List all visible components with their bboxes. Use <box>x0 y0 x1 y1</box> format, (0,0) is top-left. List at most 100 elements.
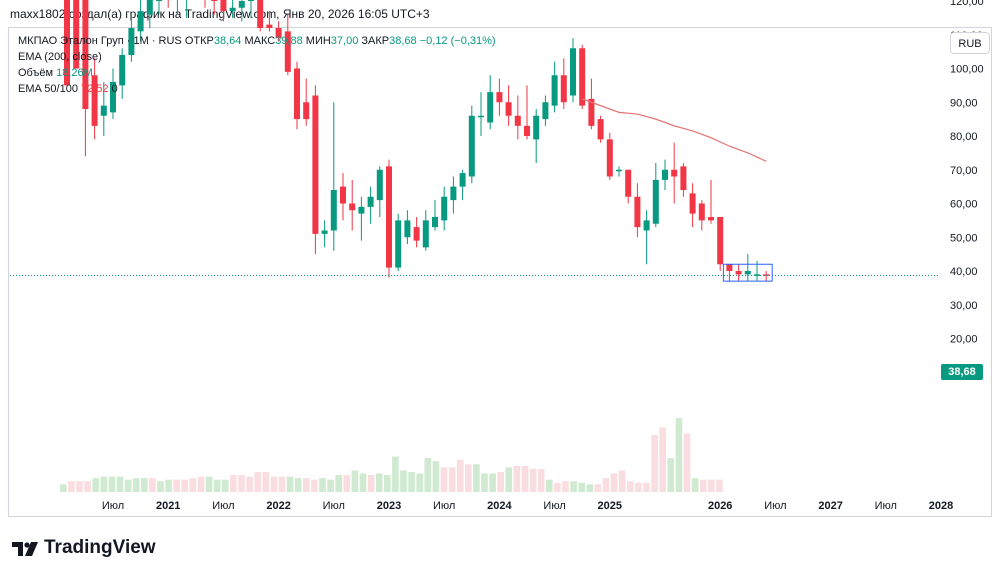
y-tick-label: 30,00 <box>950 300 978 312</box>
currency-button[interactable]: RUB <box>950 32 990 54</box>
volume-bar <box>173 479 180 492</box>
ema50-100-row[interactable]: EMA 50/100 72,52 0 <box>18 81 496 97</box>
candle-body <box>349 203 356 211</box>
x-tick-label: 2025 <box>598 500 622 512</box>
candle-body <box>542 102 549 120</box>
candle-body <box>275 28 282 39</box>
volume-bar <box>610 473 618 492</box>
ema200-row[interactable]: EMA (200, close) <box>18 49 496 65</box>
volume-bar <box>627 481 634 492</box>
tradingview-logo[interactable]: TradingView <box>12 536 156 560</box>
x-tick-label: 2021 <box>156 500 180 512</box>
volume-bar <box>246 476 253 492</box>
candle-body <box>652 179 659 224</box>
volume-bar <box>708 479 715 492</box>
y-tick-label: 120,00 <box>950 0 984 8</box>
symbol-label[interactable]: МКПАО Эталон Груп · 1М · RUS <box>18 35 182 47</box>
volume-bar <box>116 476 124 492</box>
candle-body <box>128 28 135 55</box>
x-tick-label: Июл <box>102 500 124 512</box>
volume-bar <box>675 418 683 492</box>
candle-body <box>367 196 374 207</box>
volume-bar <box>529 468 537 492</box>
candle-body <box>404 220 411 238</box>
candle-body <box>386 166 392 268</box>
volume-bar <box>254 471 261 492</box>
open-label: ОТКР <box>184 35 214 47</box>
close-label: ЗАКР <box>361 35 390 47</box>
chart-frame <box>8 27 992 517</box>
x-tick-label: 2028 <box>929 500 953 512</box>
candle-body <box>689 193 696 214</box>
candle-body <box>82 0 89 109</box>
volume-bar <box>68 481 75 492</box>
volume-bar <box>513 465 521 492</box>
candle-body <box>634 196 641 228</box>
x-tick-label: Июл <box>433 500 455 512</box>
candle-body <box>560 75 567 103</box>
volume-bar <box>554 482 561 492</box>
volume-bar <box>392 456 399 492</box>
candle-body <box>717 217 724 265</box>
tradingview-logo-text: TradingView <box>44 537 156 558</box>
candle-body <box>533 115 540 140</box>
candle-body <box>73 0 80 69</box>
candle-body <box>110 82 116 113</box>
candle-body <box>643 220 650 231</box>
candle-body <box>413 227 420 241</box>
candle-body <box>358 206 365 214</box>
candle-body <box>468 115 475 177</box>
volume-bar <box>213 479 221 492</box>
candle-body <box>505 102 512 116</box>
candle-body <box>680 166 687 190</box>
candle-body <box>284 31 291 72</box>
volume-bar <box>132 478 140 492</box>
high-value: 39,88 <box>275 35 303 47</box>
volume-bar <box>562 481 569 492</box>
volume-bar <box>699 479 707 492</box>
candle-body <box>588 98 595 126</box>
candle-body <box>579 48 586 106</box>
volume-bar <box>618 470 626 492</box>
candle-body <box>330 190 337 231</box>
volume-bar <box>667 458 675 492</box>
candle-body <box>220 0 227 12</box>
volume-bar <box>60 484 67 492</box>
candle-body <box>459 173 466 187</box>
volume-value: 18,26M <box>56 67 93 79</box>
volume-bar <box>586 484 594 492</box>
candle-body <box>597 119 604 140</box>
volume-bar <box>546 479 553 492</box>
candle-body <box>671 169 678 177</box>
volume-bar <box>238 475 245 492</box>
x-tick-label: Июл <box>764 500 786 512</box>
chart-legend: МКПАО Эталон Груп · 1М · RUS ОТКР38,64 М… <box>18 33 496 97</box>
volume-bar <box>691 478 699 492</box>
low-value: 37,00 <box>330 35 359 47</box>
volume-bar <box>367 475 375 492</box>
volume-bar <box>294 478 302 492</box>
volume-row[interactable]: Объём 18,26M <box>18 65 496 81</box>
candle-body <box>606 139 613 177</box>
volume-bar <box>189 478 197 492</box>
volume-bar <box>286 476 294 492</box>
candle-body <box>248 0 254 1</box>
volume-bar <box>384 475 391 492</box>
candle-body <box>156 0 162 1</box>
x-tick-label: 2027 <box>818 500 842 512</box>
high-label: МАКС <box>244 35 276 47</box>
volume-bar <box>651 435 658 492</box>
volume-bar <box>440 467 448 492</box>
volume-bar <box>570 481 577 492</box>
volume-bar <box>222 479 229 492</box>
candle-body <box>294 68 300 120</box>
volume-bar <box>481 473 488 492</box>
candle-body <box>146 0 153 15</box>
candle-body <box>266 24 273 28</box>
candle-body <box>376 169 383 201</box>
volume-bar <box>327 479 334 492</box>
volume-bar <box>497 471 504 492</box>
x-tick-label: Июл <box>543 500 565 512</box>
x-tick-label: Июл <box>323 500 345 512</box>
